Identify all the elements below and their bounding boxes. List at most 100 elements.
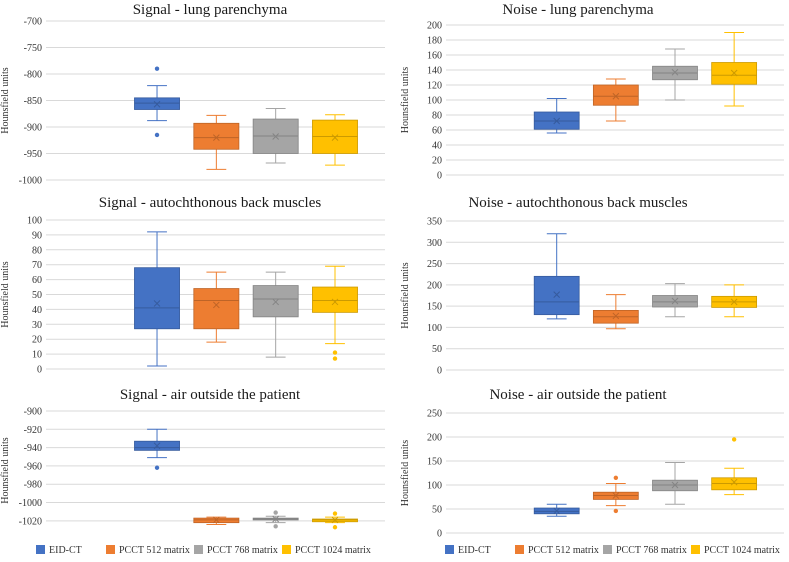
legend-swatch [106, 545, 115, 554]
box-pcct-1024-matrix [312, 114, 358, 166]
box-iqr [592, 84, 639, 106]
y-tick-label: 100 [427, 323, 442, 334]
box-iqr [252, 285, 299, 318]
y-tick-label: 300 [427, 238, 442, 249]
box-eid-ct [533, 233, 580, 320]
y-tick-label: 120 [427, 81, 442, 92]
box-pcct-768-matrix [252, 510, 299, 529]
chart-title: Signal - air outside the patient [120, 387, 301, 403]
outlier-point [731, 437, 737, 442]
box-iqr [193, 122, 240, 150]
y-tick-label: 0 [37, 365, 42, 376]
y-tick-label: 50 [432, 505, 442, 516]
y-tick-label: -1020 [19, 516, 42, 527]
y-tick-label: -1000 [19, 498, 42, 509]
legend-swatch [445, 545, 454, 554]
y-axis-label: Hounsfield units [0, 437, 11, 503]
mean-marker [153, 442, 161, 450]
mean-marker [612, 92, 620, 100]
outlier-point [273, 524, 278, 529]
y-tick-label: 20 [32, 335, 42, 346]
y-tick-label: 30 [32, 320, 42, 331]
mean-marker [212, 516, 220, 524]
box-eid-ct [134, 66, 180, 138]
y-tick-label: 150 [427, 457, 442, 468]
y-axis-label: Hounsfield units [400, 262, 411, 328]
y-tick-label: -980 [24, 480, 42, 491]
legend-swatch [36, 545, 45, 554]
box-pcct-512-matrix [592, 78, 639, 122]
panels-group: Signal - lung parenchyma Hounsfield units… [0, 2, 784, 540]
y-tick-label: -850 [24, 96, 42, 107]
legend-1: EID-CT PCCT 512 matrix PCCT 768 matrix PCCT… [36, 545, 371, 556]
box-pcct-768-matrix [652, 48, 698, 101]
mean-marker [671, 68, 679, 76]
y-tick-label: 70 [32, 260, 42, 271]
legend-label: PCCT 768 matrix [616, 545, 687, 556]
y-tick-label: 100 [427, 481, 442, 492]
y-tick-label: 80 [32, 245, 42, 256]
y-tick-label: -920 [24, 425, 42, 436]
legend-label: PCCT 512 matrix [528, 545, 599, 556]
y-tick-label: 200 [427, 433, 442, 444]
y-axis-label: Hounsfield units [400, 67, 411, 133]
chart-title: Noise - lung parenchyma [502, 2, 654, 18]
mean-marker [730, 298, 738, 306]
y-tick-label: 60 [432, 126, 442, 137]
y-tick-label: 40 [32, 305, 42, 316]
y-tick-label: 180 [427, 36, 442, 47]
legend-item: PCCT 512 matrix [106, 545, 190, 556]
legend-item: PCCT 768 matrix [603, 545, 687, 556]
mean-marker [331, 516, 339, 524]
box-pcct-1024-matrix [711, 32, 758, 107]
y-axis-label: Hounsfield units [400, 440, 411, 506]
outlier-point [332, 511, 338, 516]
y-tick-label: 80 [432, 111, 442, 122]
box-pcct-1024-matrix [711, 437, 758, 496]
y-tick-label: 20 [432, 156, 442, 167]
chart-title: Noise - autochthonous back muscles [468, 195, 687, 211]
box-iqr [312, 286, 358, 313]
mean-marker [212, 301, 220, 309]
legend-item: EID-CT [445, 545, 491, 556]
box-pcct-768-matrix [252, 271, 299, 358]
chart-title: Noise - air outside the patient [489, 387, 667, 403]
chart-panel-4: Noise - autochthonous back muscles Hounsf… [400, 195, 784, 377]
chart-panel-6: Noise - air outside the patient Hounsfiel… [400, 387, 784, 540]
outlier-point [613, 475, 619, 480]
box-pcct-768-matrix [652, 283, 698, 318]
box-pcct-1024-matrix [312, 511, 358, 530]
box-pcct-512-matrix [193, 271, 240, 343]
mean-marker [730, 478, 738, 486]
y-tick-label: -900 [24, 123, 42, 134]
mean-marker [331, 134, 339, 141]
outlier-point [154, 132, 160, 138]
y-tick-label: 200 [427, 280, 442, 291]
box-pcct-512-matrix [592, 294, 639, 330]
y-tick-label: -700 [24, 17, 42, 28]
y-tick-label: 60 [32, 275, 42, 286]
chart-title: Signal - lung parenchyma [133, 2, 288, 18]
box-eid-ct [533, 98, 580, 134]
mean-marker [331, 298, 339, 306]
mean-marker [671, 297, 679, 305]
y-tick-label: 150 [427, 302, 442, 313]
y-tick-label: -900 [24, 407, 42, 418]
mean-marker [272, 515, 280, 523]
box-pcct-1024-matrix [312, 265, 358, 361]
mean-marker [612, 312, 620, 320]
y-tick-label: 160 [427, 51, 442, 62]
outlier-point [273, 510, 278, 515]
mean-marker [553, 291, 561, 299]
mean-marker [153, 300, 161, 307]
mean-marker [671, 481, 679, 489]
chart-title: Signal - autochthonous back muscles [99, 195, 322, 211]
legend-label: EID-CT [49, 545, 82, 556]
legend-swatch [282, 545, 291, 554]
box-iqr [533, 275, 580, 316]
box-pcct-1024-matrix [711, 284, 758, 318]
y-tick-label: 140 [427, 66, 442, 77]
y-tick-label: 100 [27, 216, 42, 227]
legend-label: PCCT 768 matrix [207, 545, 278, 556]
